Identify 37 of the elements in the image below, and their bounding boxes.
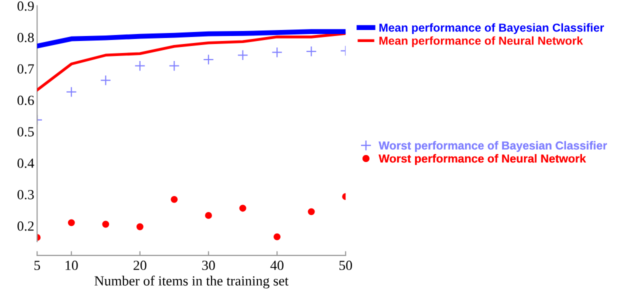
point: [134, 60, 146, 72]
point: [272, 46, 282, 58]
point: [66, 86, 77, 98]
point: [237, 50, 248, 61]
point: [274, 233, 281, 240]
legend-label: Mean performance of Neural Network: [379, 36, 584, 48]
y-tick-label: 0.9: [18, 1, 34, 11]
point: [68, 219, 75, 226]
legend-label: Worst performance of Bayesian Classifier: [378, 141, 607, 152]
y-tick-label: 0.3: [18, 190, 34, 200]
y-tick-label: 0.4: [18, 158, 34, 168]
y-tick-label: 0.7: [18, 64, 34, 74]
point: [100, 74, 112, 86]
line-series: [37, 32, 346, 92]
y-tick-label: 0.6: [18, 96, 34, 106]
point: [205, 212, 212, 219]
x-tick-label: 30: [202, 260, 215, 270]
x-axis-title: Number of items in the training set: [94, 276, 288, 288]
point: [306, 46, 317, 57]
x-tick-label: 40: [270, 260, 284, 270]
x-tick-label: 5: [34, 260, 40, 270]
y-tick-label: 0.2: [18, 221, 34, 231]
y-tick-label: 0.5: [18, 127, 34, 137]
line-series: [37, 29, 346, 48]
point: [170, 196, 178, 203]
x-tick-label: 20: [134, 260, 146, 270]
legend-label: Mean performance of Bayesian Classifier: [379, 23, 604, 34]
point: [136, 223, 144, 230]
point: [102, 220, 110, 228]
legend-label: Worst performance of Neural Network: [378, 154, 586, 165]
point: [168, 60, 180, 72]
x-tick-label: 10: [66, 260, 78, 270]
point: [203, 54, 214, 65]
point: [308, 208, 315, 216]
y-tick-label: 0.8: [18, 32, 34, 42]
point: [239, 204, 246, 212]
x-tick-label: 50: [339, 260, 352, 270]
